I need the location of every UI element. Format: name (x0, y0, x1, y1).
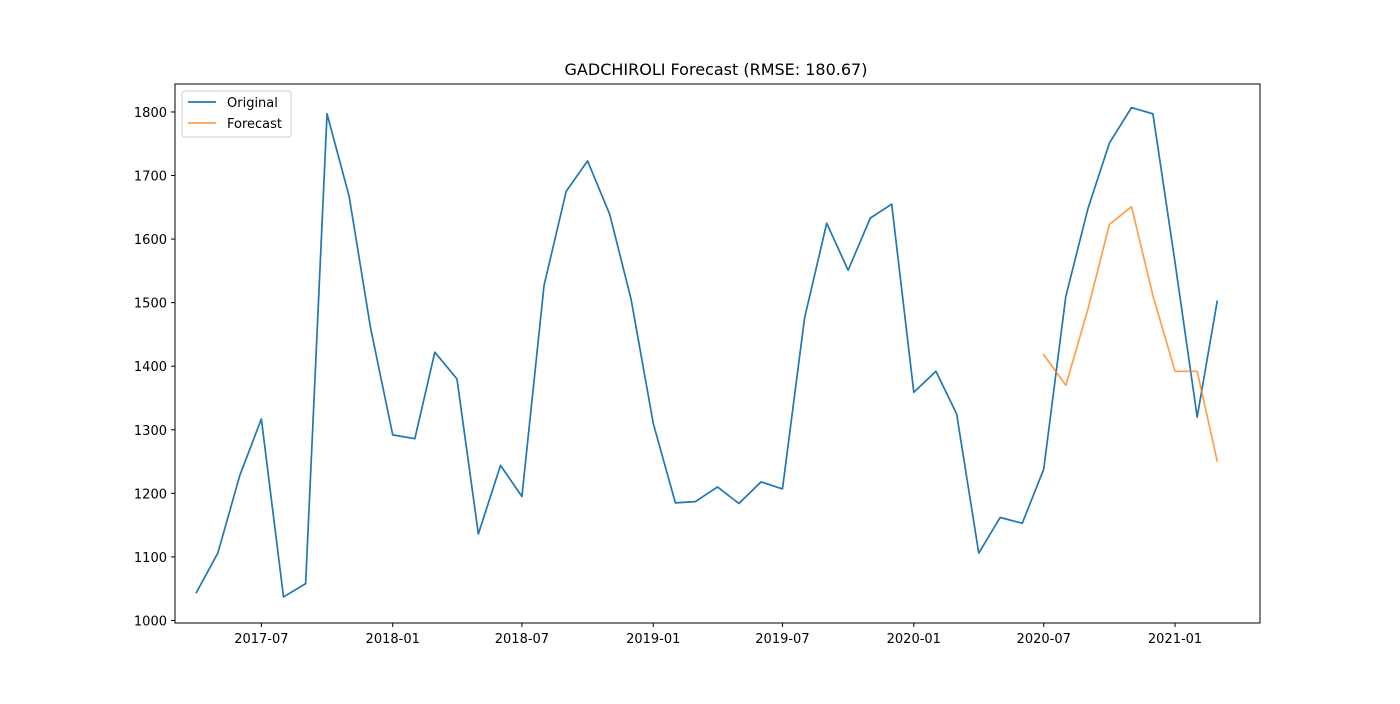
y-tick-label: 1800 (134, 106, 167, 121)
series-line-original (195, 106, 1219, 598)
y-tick-label: 1200 (134, 487, 167, 502)
series-layer (195, 106, 1219, 598)
y-tick-label: 1600 (134, 233, 167, 248)
y-tick-label: 1700 (134, 170, 167, 185)
chart-title: GADCHIROLI Forecast (RMSE: 180.67) (565, 60, 868, 79)
series-line-forecast (1042, 205, 1219, 462)
x-axis: 2017-07 2018-01 2018-07 2019-01 2019-07 2020-… (234, 623, 1202, 647)
x-tick-label: 2017-07 (234, 632, 288, 647)
y-tick-label: 1000 (134, 614, 167, 629)
legend: Original Forecast (181, 90, 292, 138)
x-tick-label: 2019-01 (626, 632, 680, 647)
plot-area-frame (174, 83, 1261, 624)
x-tick-label: 2018-01 (366, 632, 420, 647)
x-tick-label: 2018-07 (495, 632, 549, 647)
x-tick-label: 2020-07 (1017, 632, 1071, 647)
legend-label-original: Original (227, 96, 278, 111)
y-axis: 1000 1100 1200 1300 1400 1500 1600 1700 1800 (134, 106, 175, 629)
x-tick-label: 2021-01 (1148, 632, 1202, 647)
y-tick-label: 1400 (134, 360, 167, 375)
y-tick-label: 1500 (134, 297, 167, 312)
legend-label-forecast: Forecast (227, 117, 282, 132)
x-tick-label: 2020-01 (887, 632, 941, 647)
x-tick-label: 2019-07 (755, 632, 809, 647)
y-tick-label: 1300 (134, 424, 167, 439)
y-tick-label: 1100 (134, 551, 167, 566)
